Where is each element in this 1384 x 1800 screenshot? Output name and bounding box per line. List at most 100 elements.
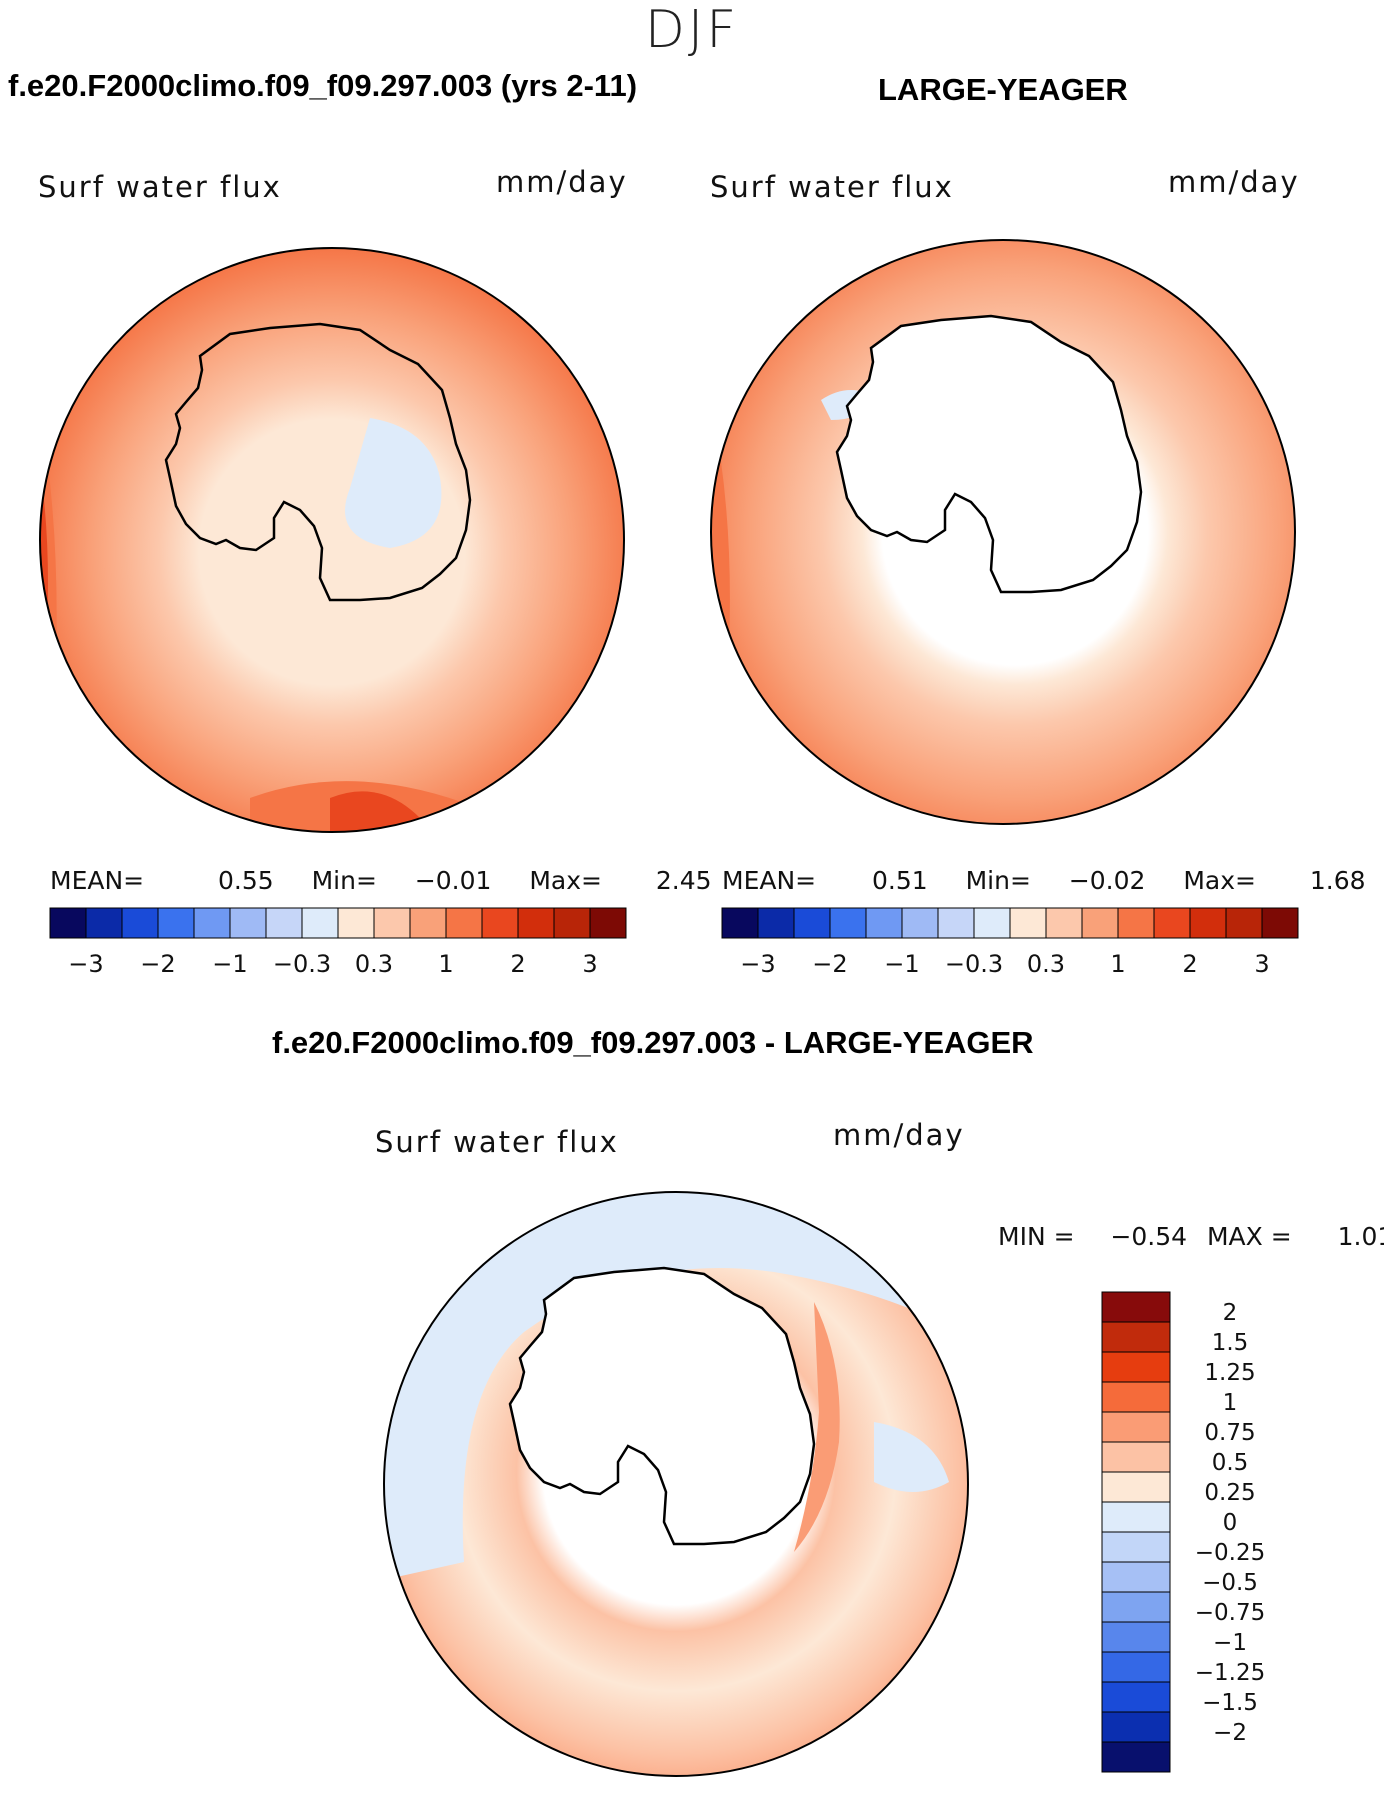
ref-colorbar-swatch bbox=[1225, 907, 1263, 939]
diff-negative-east-patch bbox=[874, 1422, 949, 1492]
case-colorbar-swatch bbox=[517, 907, 555, 939]
case-colorbar-swatch bbox=[157, 907, 195, 939]
diff-colorbar-level-label: 0.5 bbox=[1212, 1450, 1249, 1476]
case-colorbar-swatch bbox=[85, 907, 123, 939]
diff-colorbar-level-label: 0 bbox=[1223, 1510, 1238, 1536]
case-min-label: Min= bbox=[311, 866, 377, 895]
case-colorbar-swatch bbox=[337, 907, 375, 939]
diff-colorbar-swatch bbox=[1101, 1651, 1171, 1683]
diff-colorbar-swatch bbox=[1101, 1411, 1171, 1443]
diff-colorbar-swatch bbox=[1101, 1531, 1171, 1563]
diff-variable-label: Surf water flux bbox=[375, 1125, 619, 1159]
diff-colorbar-swatch bbox=[1101, 1681, 1171, 1713]
diff-colorbar-swatch bbox=[1101, 1501, 1171, 1533]
diff-colorbar-level-label: 0.25 bbox=[1204, 1480, 1255, 1506]
ref-map-boundary bbox=[710, 239, 1296, 825]
case-mean-label: MEAN= bbox=[50, 866, 145, 895]
ref-colorbar-swatch bbox=[1261, 907, 1299, 939]
case-stats: MEAN= 0.55 Min= −0.01 Max= 2.45 bbox=[50, 866, 712, 895]
case-colorbar-tick-label: 0.3 bbox=[355, 950, 393, 978]
case-negative-interior-patch bbox=[345, 418, 442, 548]
ref-colorbar-tick-label: 3 bbox=[1254, 950, 1269, 978]
case-max-value: 2.45 bbox=[655, 866, 712, 895]
case-colorbar-swatch bbox=[121, 907, 159, 939]
ref-colorbar-tick-label: 0.3 bbox=[1027, 950, 1065, 978]
ref-colorbar-swatch bbox=[757, 907, 795, 939]
ref-colorbar-swatch bbox=[1009, 907, 1047, 939]
case-colorbar-tick-label: 1 bbox=[438, 950, 453, 978]
ref-colorbar-tick-label: 1 bbox=[1110, 950, 1125, 978]
diff-colorbar-swatch bbox=[1101, 1711, 1171, 1743]
ref-colorbar-swatch bbox=[1189, 907, 1227, 939]
case-max-label: Max= bbox=[529, 866, 602, 895]
diff-colorbar-swatch bbox=[1101, 1561, 1171, 1593]
case-colorbar-swatch bbox=[445, 907, 483, 939]
diff-negative-north-band bbox=[384, 1192, 968, 1582]
case-colorbar-swatch bbox=[193, 907, 231, 939]
diff-map-boundary bbox=[383, 1191, 969, 1777]
ref-units-label: mm/day bbox=[1168, 165, 1300, 199]
diff-colorbar-level-label: 1.25 bbox=[1204, 1360, 1255, 1386]
diff-max-value: 1.01 bbox=[1337, 1222, 1384, 1251]
diff-colorbar-swatch bbox=[1101, 1591, 1171, 1623]
diff-colorbar-level-label: 1 bbox=[1223, 1390, 1238, 1416]
season-title: DJF bbox=[644, 0, 740, 60]
ref-colorbar-swatch bbox=[1117, 907, 1155, 939]
ref-max-label: Max= bbox=[1183, 866, 1256, 895]
diff-colorbar-level-label: −1.25 bbox=[1195, 1660, 1265, 1686]
ref-min-label: Min= bbox=[965, 866, 1031, 895]
ref-stats: MEAN= 0.51 Min= −0.02 Max= 1.68 bbox=[722, 866, 1366, 895]
diff-colorbar-swatch bbox=[1101, 1471, 1171, 1503]
ref-colorbar-swatch bbox=[829, 907, 867, 939]
ref-variable-label: Surf water flux bbox=[710, 170, 954, 204]
difference-title: f.e20.F2000climo.f09_f09.297.003 - LARGE… bbox=[272, 1025, 1034, 1060]
case-map-boundary bbox=[39, 247, 625, 833]
case-colorbar-tick-label: −2 bbox=[140, 950, 175, 978]
diff-colorbar-swatch bbox=[1101, 1381, 1171, 1413]
case-high-flux-west bbox=[40, 358, 57, 832]
ref-min-value: −0.02 bbox=[1068, 866, 1146, 895]
ref-colorbar-tick-label: 2 bbox=[1182, 950, 1197, 978]
case-colorbar-swatch bbox=[481, 907, 519, 939]
case-colorbar-tick-label: −0.3 bbox=[273, 950, 331, 978]
ref-antarctica-coastline bbox=[835, 314, 1143, 594]
diff-colorbar-level-label: −0.5 bbox=[1202, 1570, 1258, 1596]
ref-colorbar-swatch bbox=[901, 907, 939, 939]
diff-units-label: mm/day bbox=[833, 1118, 965, 1152]
case-units-label: mm/day bbox=[496, 165, 628, 199]
diff-positive-coastal-band bbox=[794, 1302, 840, 1552]
case-colorbar-swatch bbox=[409, 907, 447, 939]
case-min-value: −0.01 bbox=[414, 866, 492, 895]
diff-stats: MIN = −0.54 MAX = 1.01 bbox=[998, 1222, 1384, 1251]
diff-colorbar-swatch bbox=[1101, 1741, 1171, 1773]
ref-colorbar-tick-label: −0.3 bbox=[945, 950, 1003, 978]
diff-colorbar-level-label: 1.5 bbox=[1212, 1330, 1249, 1356]
case-mean-value: 0.55 bbox=[218, 866, 274, 895]
diff-colorbar: 2 1.5 1.25 1 0.75 0.5 0.25 0 −0.25 −0.5 −0.75 −1 −1.… bbox=[1101, 1291, 1265, 1773]
case-variable-label: Surf water flux bbox=[38, 170, 282, 204]
case-colorbar-swatch bbox=[301, 907, 339, 939]
diff-colorbar-level-label: 2 bbox=[1223, 1300, 1238, 1326]
case-colorbar-swatch bbox=[49, 907, 87, 939]
ref-mean-label: MEAN= bbox=[722, 866, 817, 895]
diff-colorbar-swatch bbox=[1101, 1441, 1171, 1473]
case-colorbar-swatch bbox=[373, 907, 411, 939]
diff-colorbar-level-label: −0.75 bbox=[1195, 1600, 1265, 1626]
case-colorbar-swatch bbox=[265, 907, 303, 939]
diff-colorbar-swatch bbox=[1101, 1621, 1171, 1653]
ref-mean-value: 0.51 bbox=[872, 866, 928, 895]
case-antarctica-coastline bbox=[164, 322, 472, 602]
case-colorbar-tick-label: 2 bbox=[510, 950, 525, 978]
ref-colorbar-tick-label: −3 bbox=[740, 950, 775, 978]
diff-min-value: −0.54 bbox=[1110, 1222, 1188, 1251]
case-colorbar: −3 −2 −1 −0.3 0.3 1 2 3 bbox=[49, 907, 627, 978]
case-colorbar-tick-label: −3 bbox=[68, 950, 103, 978]
diff-colorbar-swatch bbox=[1101, 1351, 1171, 1383]
case-polar-map bbox=[39, 247, 625, 833]
ref-high-flux-west bbox=[711, 360, 730, 824]
ref-colorbar-swatch bbox=[865, 907, 903, 939]
case-field-shading bbox=[40, 248, 624, 832]
case-colorbar-tick-label: −1 bbox=[212, 950, 247, 978]
ref-max-value: 1.68 bbox=[1309, 866, 1366, 895]
diff-max-label: MAX = bbox=[1206, 1222, 1292, 1251]
